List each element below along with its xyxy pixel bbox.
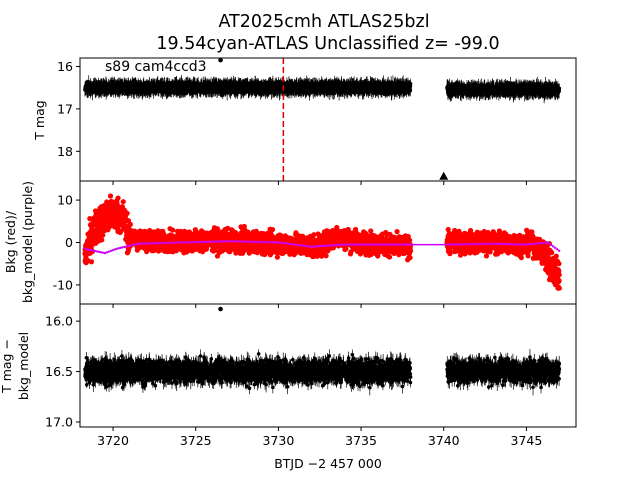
chart-title-line1: AT2025cmh ATLAS25bzl	[218, 12, 429, 32]
plot-area	[83, 58, 562, 181]
data-segment-0	[83, 74, 413, 101]
chart-title-line2: 19.54cyan-ATLAS Unclassified z= -99.0	[156, 34, 499, 54]
